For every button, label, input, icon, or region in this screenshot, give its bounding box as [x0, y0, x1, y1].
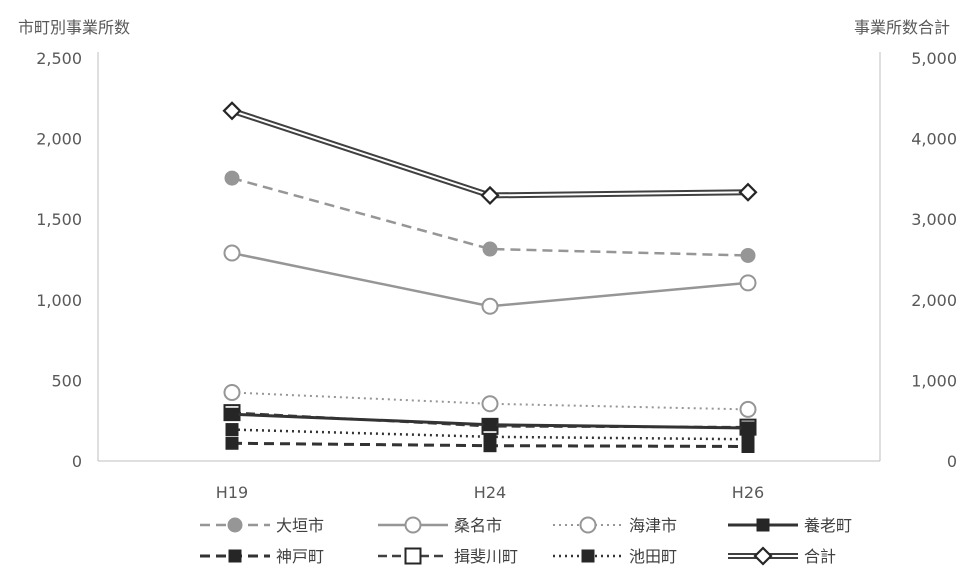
- legend-item-合計: 合計: [728, 546, 836, 566]
- legend-label: 合計: [804, 547, 836, 566]
- legend-marker: [228, 549, 242, 563]
- y-right-tick-label: 2,000: [911, 291, 957, 310]
- legend-label: 大垣市: [276, 516, 324, 535]
- series-海津市: [223, 383, 757, 418]
- data-point: [480, 185, 500, 205]
- data-point: [225, 407, 239, 421]
- y-right-tick-label: 4,000: [911, 130, 957, 149]
- legend-marker: [756, 518, 770, 532]
- legend-item-神戸町: 神戸町: [200, 547, 324, 566]
- legend-item-揖斐川町: 揖斐川町: [378, 547, 518, 566]
- x-tick-label: H24: [474, 483, 506, 502]
- data-point: [483, 418, 497, 432]
- legend-item-桑名市: 桑名市: [378, 516, 502, 535]
- data-point: [224, 170, 240, 186]
- y-left-tick-label: 1,500: [36, 210, 82, 229]
- legend-label: 海津市: [629, 516, 677, 535]
- legend-item-大垣市: 大垣市: [200, 516, 324, 535]
- data-point: [741, 421, 755, 435]
- y-left-tick-label: 1,000: [36, 291, 82, 310]
- legend-marker: [579, 516, 597, 534]
- data-point: [738, 182, 758, 202]
- legend-label: 桑名市: [454, 516, 502, 535]
- data-point: [223, 244, 241, 262]
- series-桑名市: [223, 244, 757, 315]
- data-point: [222, 101, 242, 121]
- data-point: [739, 400, 757, 418]
- legend-marker: [404, 547, 422, 565]
- legend-marker: [581, 549, 595, 563]
- legend-item-池田町: 池田町: [553, 547, 677, 566]
- data-point: [482, 241, 498, 257]
- series-line: [231, 176, 749, 257]
- y-right-tick-label: 1,000: [911, 371, 957, 390]
- y-left-tick-label: 2,500: [36, 49, 82, 68]
- data-point: [481, 297, 499, 315]
- y-right-tick-label: 5,000: [911, 49, 957, 68]
- legend-marker: [404, 516, 422, 534]
- axes: 0 500 1,000 1,500 2,000 2,500 0 1,000 2,000 3,000…: [36, 49, 957, 502]
- y-left-tick-label: 500: [51, 371, 82, 390]
- legend-label: 神戸町: [276, 547, 324, 566]
- data-point: [481, 395, 499, 413]
- legend-marker: [753, 546, 773, 566]
- legend-item-海津市: 海津市: [553, 516, 677, 535]
- legend-item-養老町: 養老町: [728, 516, 852, 535]
- series-大垣市: [224, 170, 756, 263]
- data-point: [223, 383, 241, 401]
- x-tick-label: H19: [216, 483, 248, 502]
- series-line-inner: [231, 109, 749, 197]
- y-left-tick-label: 2,000: [36, 130, 82, 149]
- legend-label: 池田町: [629, 547, 677, 566]
- legend-marker: [227, 517, 243, 533]
- data-point: [740, 247, 756, 263]
- legend-label: 揖斐川町: [454, 547, 518, 566]
- data-point: [739, 274, 757, 292]
- x-tick-label: H26: [732, 483, 764, 502]
- legend-label: 養老町: [804, 516, 852, 535]
- y-left-tick-label: 0: [72, 452, 82, 471]
- y-right-axis-title: 事業所数合計: [854, 18, 950, 37]
- data-point: [225, 423, 239, 437]
- y-left-axis-title: 市町別事業所数: [18, 18, 130, 37]
- series-合計: [222, 101, 758, 205]
- series-line-outer: [231, 107, 749, 199]
- series-layer: [222, 101, 758, 453]
- y-right-tick-label: 0: [947, 452, 957, 471]
- series-養老町: [225, 407, 755, 435]
- y-right-tick-label: 3,000: [911, 210, 957, 229]
- data-point: [225, 436, 239, 450]
